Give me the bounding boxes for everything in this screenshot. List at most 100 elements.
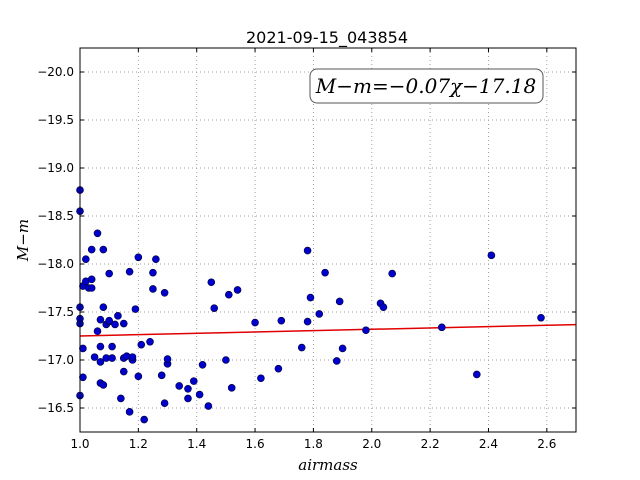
data-point [175, 382, 183, 390]
data-point [227, 384, 236, 392]
data-point [362, 326, 370, 335]
data-point [277, 316, 286, 325]
x-tick-label: 1.0 [70, 437, 89, 451]
data-point [472, 370, 481, 379]
data-point [160, 399, 169, 408]
annotation-text: M−m=−0.07χ−17.18 [315, 74, 536, 98]
y-tick-label: −19.5 [37, 113, 74, 127]
data-point [233, 286, 242, 294]
annotation-box: M−m=−0.07χ−17.18 [309, 68, 544, 104]
data-point [184, 384, 192, 393]
data-point [87, 275, 96, 284]
data-point [210, 304, 219, 312]
data-point [125, 267, 134, 276]
data-point [149, 285, 157, 293]
data-point [335, 297, 344, 306]
data-point [198, 360, 207, 369]
data-point [332, 357, 341, 365]
data-point [163, 355, 172, 363]
fit-line-group [79, 323, 577, 337]
data-point [222, 356, 230, 364]
data-point [134, 253, 143, 262]
data-point [297, 343, 306, 352]
data-point [152, 255, 160, 264]
data-point [315, 310, 324, 318]
data-point [108, 342, 116, 351]
data-point [195, 390, 204, 399]
data-point [105, 316, 113, 325]
y-tick-label: −17.0 [37, 353, 74, 367]
data-point [119, 319, 128, 328]
data-point [96, 358, 105, 366]
annotation-frame [309, 68, 544, 104]
data-point [105, 269, 113, 278]
y-tick-label: −18.5 [37, 209, 74, 223]
data-point [189, 377, 198, 385]
data-point [306, 293, 315, 302]
data-point [125, 408, 134, 416]
x-tick-label: 2.0 [362, 437, 381, 451]
y-tick-label: −20.0 [37, 65, 74, 79]
data-point [303, 317, 312, 326]
data-point [96, 315, 105, 324]
data-point [131, 305, 140, 313]
data-point [140, 415, 148, 424]
fit-line [79, 323, 577, 337]
data-point [111, 320, 119, 329]
data-point [96, 342, 105, 351]
data-point [184, 394, 192, 403]
x-tick-label: 1.8 [304, 437, 323, 451]
data-point [251, 318, 259, 327]
data-point [93, 229, 102, 238]
data-point [321, 268, 329, 277]
plot-frame [79, 47, 577, 433]
data-point [338, 344, 347, 353]
data-point [537, 313, 545, 322]
data-point [79, 373, 87, 382]
x-tick-label: 1.2 [129, 437, 148, 451]
x-tick-label: 2.2 [421, 437, 440, 451]
data-point [82, 255, 90, 264]
data-point [274, 364, 283, 373]
x-axis-label: airmass [298, 456, 358, 474]
data-point [87, 284, 96, 292]
y-tick-label: −16.5 [37, 401, 74, 415]
data-point [128, 353, 137, 361]
data-point [108, 354, 116, 362]
data-point [114, 312, 122, 320]
y-tick-label: −17.5 [37, 305, 74, 319]
data-point [379, 303, 388, 312]
data-point [99, 381, 108, 389]
data-point [90, 353, 99, 361]
x-tick-label: 2.6 [537, 437, 556, 451]
y-tick-label: −18.0 [37, 257, 74, 271]
data-point [99, 303, 108, 312]
data-point [207, 278, 216, 287]
data-point [146, 337, 154, 346]
chart-title: 2021-09-15_043854 [246, 28, 408, 48]
data-point [487, 251, 496, 260]
data-point [225, 290, 233, 299]
data-point [99, 245, 108, 254]
x-ticks: 1.0 1.2 1.4 1.6 1.8 2.0 2.2 2.4 2.6 [70, 48, 556, 451]
data-point [257, 374, 265, 383]
data-point [437, 323, 446, 332]
data-point [388, 269, 396, 278]
grid-lines [80, 48, 576, 432]
data-point [303, 246, 312, 255]
x-tick-label: 1.4 [187, 437, 206, 451]
data-points [76, 186, 545, 424]
y-tick-label: −19.0 [37, 161, 74, 175]
y-ticks: −16.5 −17.0 −17.5 −18.0 −18.5 −19.0 −19.5 −20.0 [37, 65, 576, 415]
data-point [160, 288, 169, 297]
data-point [117, 394, 125, 403]
data-point [79, 344, 87, 353]
data-point [134, 372, 143, 381]
data-point [137, 340, 146, 349]
x-tick-label: 2.4 [479, 437, 498, 451]
data-point [157, 371, 166, 380]
data-point [87, 245, 96, 254]
data-point [204, 402, 213, 410]
data-point [119, 367, 128, 376]
